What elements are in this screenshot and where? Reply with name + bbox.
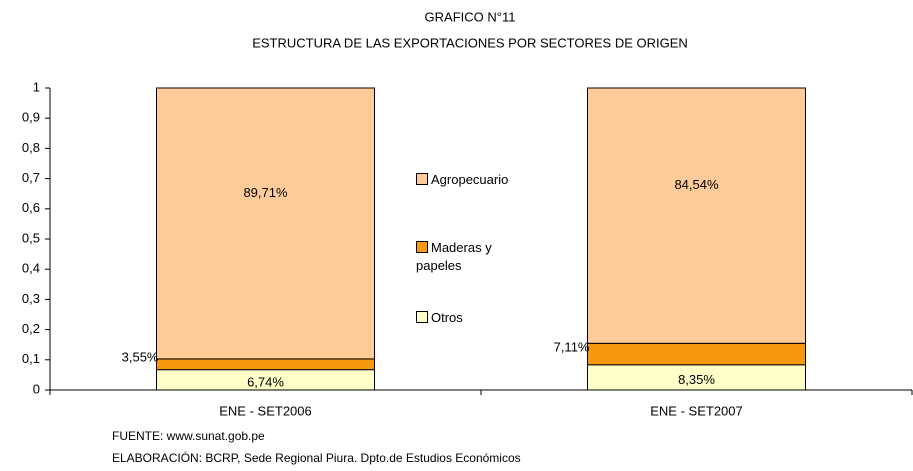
legend-label: Agropecuario <box>431 172 509 187</box>
x-tick-label: ENE - SET2007 <box>650 403 743 418</box>
legend-entry: Otros <box>416 309 536 327</box>
y-tick-label: 0,2 <box>22 321 40 336</box>
y-tick-label: 0,4 <box>22 261 40 276</box>
data-label: 89,71% <box>243 185 288 200</box>
chart-title: GRAFICO N°11 <box>425 9 516 24</box>
x-tick-label: ENE - SET2006 <box>219 403 312 418</box>
data-label: 8,35% <box>678 372 715 387</box>
y-tick-label: 0,7 <box>22 170 40 185</box>
source-note: FUENTE: www.sunat.gob.pe <box>112 429 265 443</box>
legend-entry: Agropecuario <box>416 171 536 189</box>
data-label: 84,54% <box>674 177 719 192</box>
y-tick-label: 0,8 <box>22 140 40 155</box>
bar-segment <box>587 87 806 344</box>
bar-segment <box>587 342 806 366</box>
y-tick-label: 0,5 <box>22 230 40 245</box>
y-tick-label: 0,9 <box>22 110 40 125</box>
y-tick-label: 0 <box>33 381 40 396</box>
legend-label: Maderas y papeles <box>416 240 492 273</box>
legend-label: Otros <box>431 310 463 325</box>
y-tick-label: 0,6 <box>22 200 40 215</box>
data-label: 7,11% <box>554 339 590 354</box>
data-label: 6,74% <box>247 374 284 389</box>
legend-entry: Maderas y papeles <box>416 239 511 275</box>
legend-swatch <box>416 173 428 185</box>
chart-subtitle: ESTRUCTURA DE LAS EXPORTACIONES POR SECT… <box>252 35 688 50</box>
bar-segment <box>156 358 375 371</box>
y-tick-label: 0,1 <box>22 351 40 366</box>
bar-segment <box>156 87 375 360</box>
data-label: 3,55% <box>122 350 159 365</box>
legend-swatch <box>416 311 428 323</box>
legend-swatch <box>416 241 428 253</box>
credit-note: ELABORACIÓN: BCRP, Sede Regional Piura. … <box>112 450 521 465</box>
y-tick-label: 0,3 <box>22 291 40 306</box>
y-tick-label: 1 <box>33 79 40 94</box>
